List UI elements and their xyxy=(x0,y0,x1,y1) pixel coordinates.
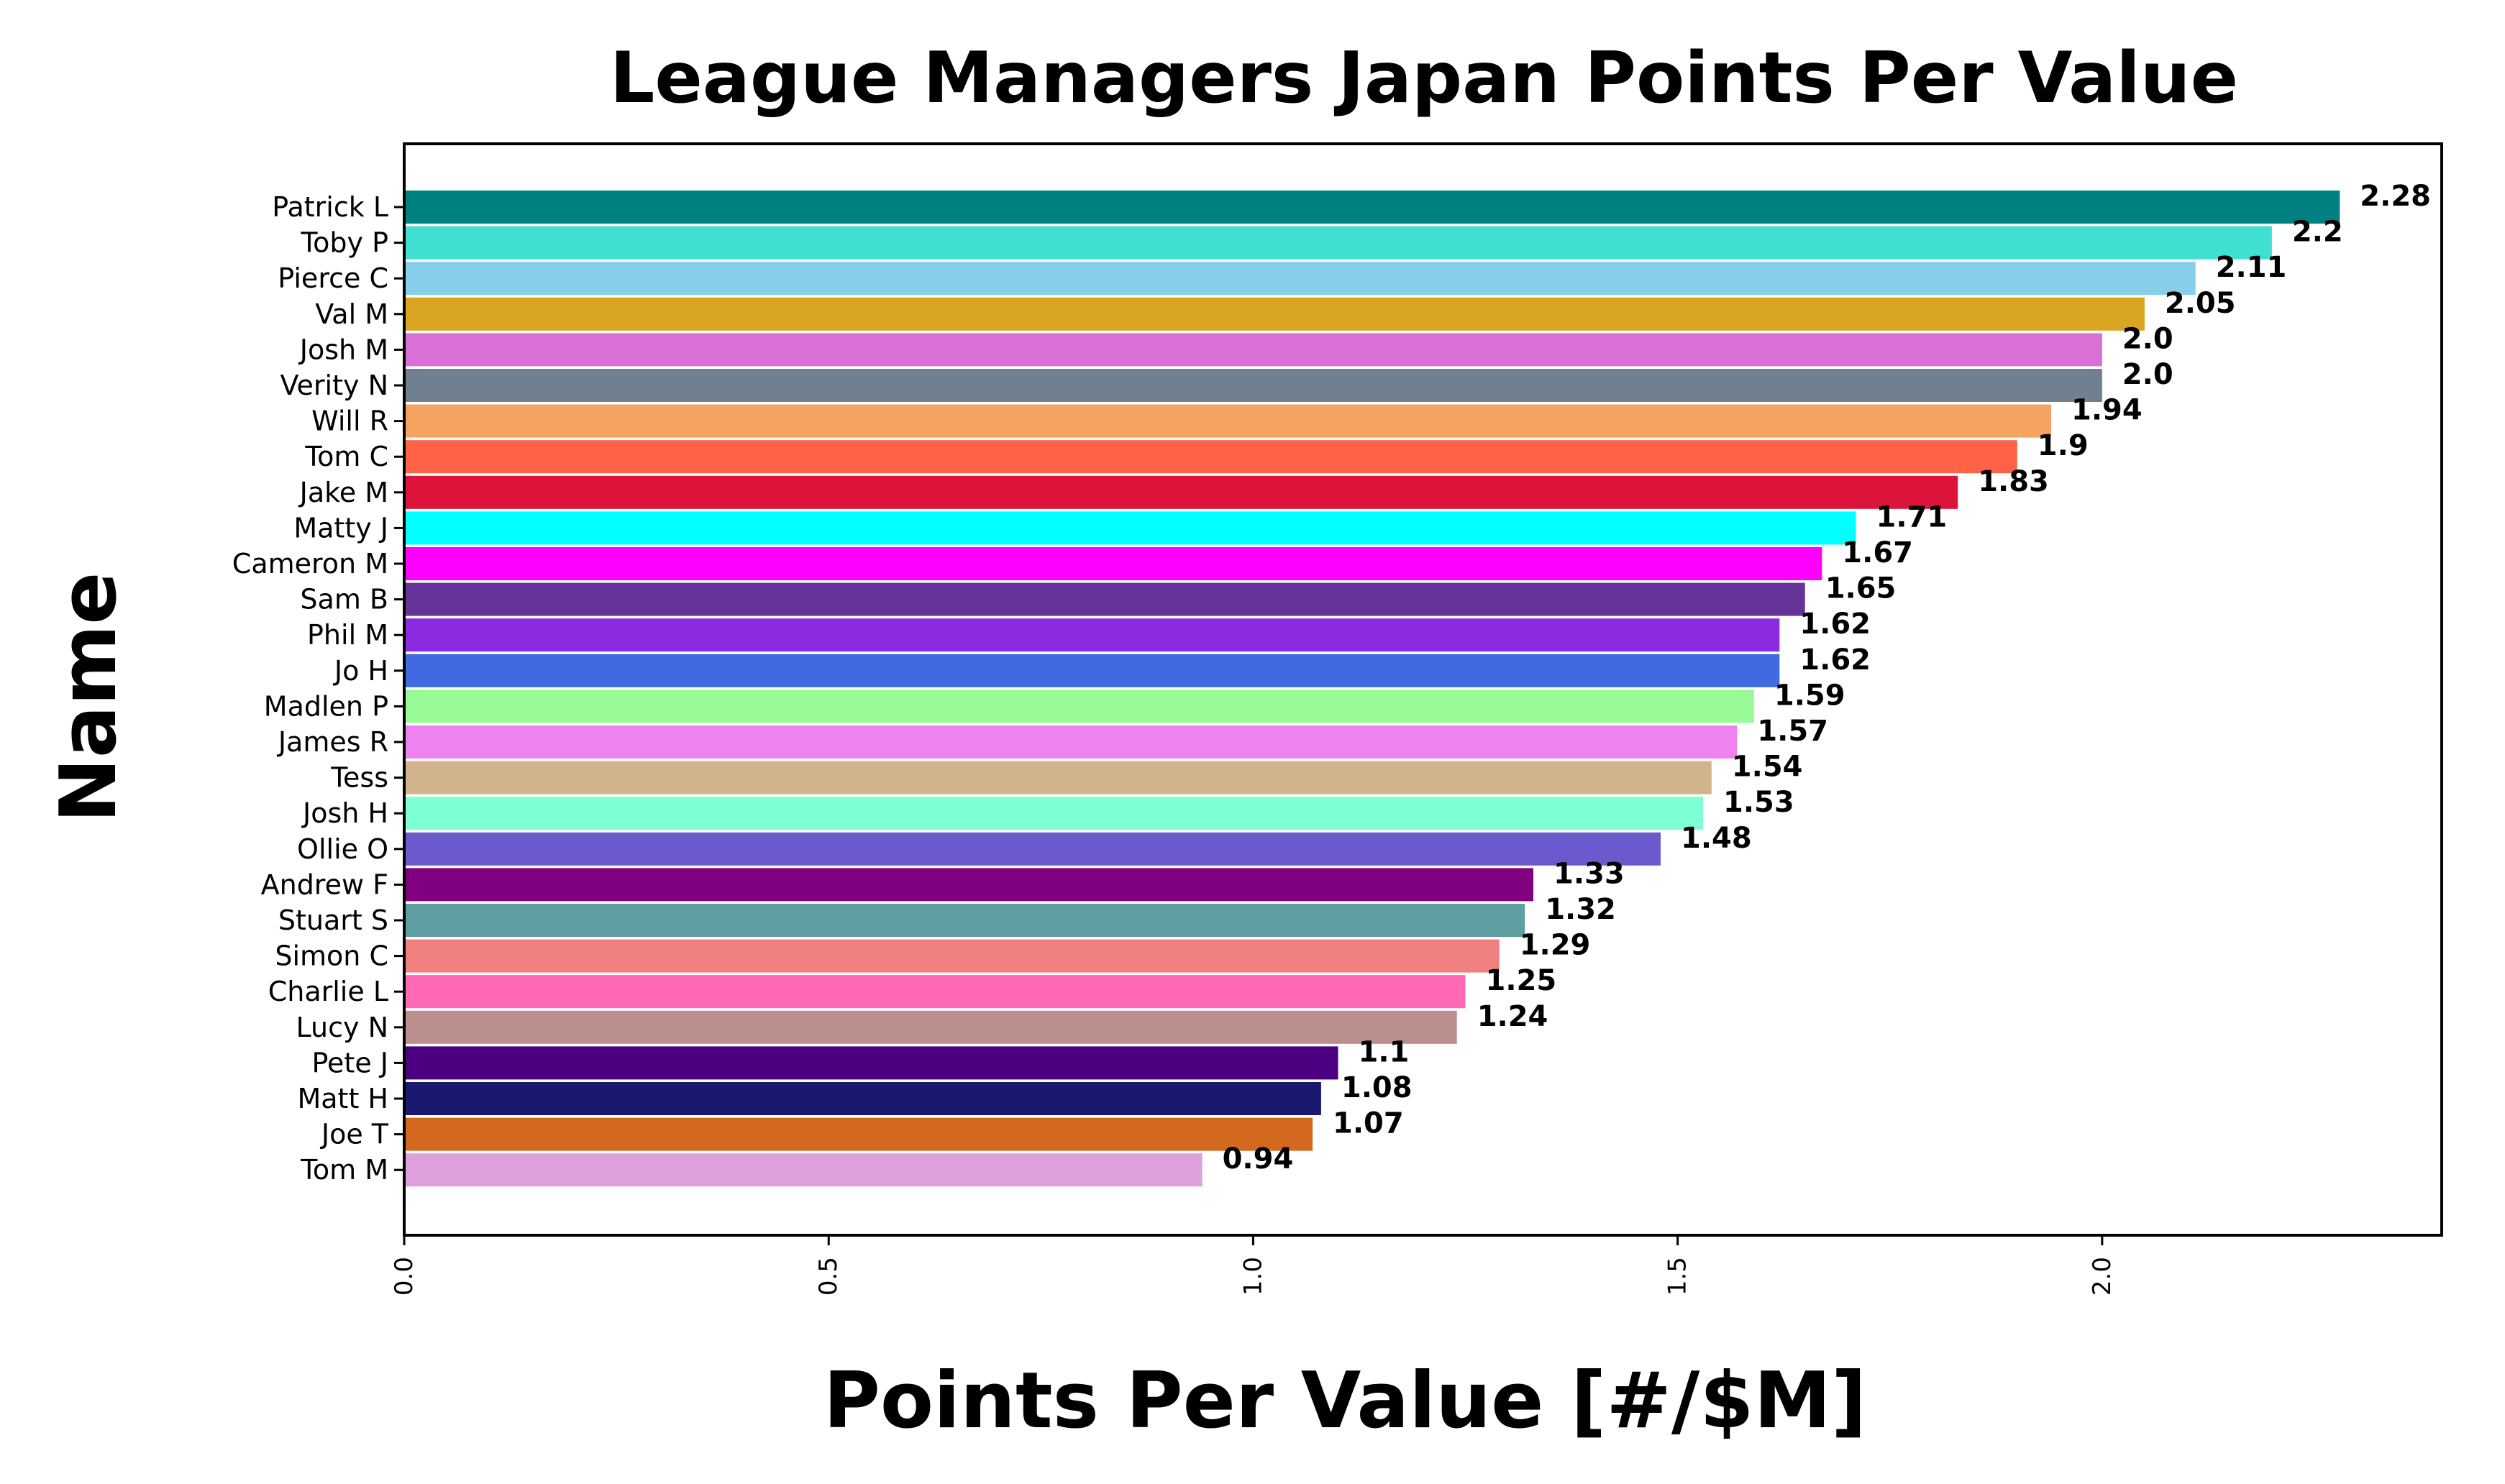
value-label-5: 2.0 xyxy=(2122,358,2173,391)
bar-2 xyxy=(404,262,2196,296)
y-tick-label-2: Pierce C xyxy=(278,262,388,294)
value-label-9: 1.71 xyxy=(1876,500,1948,533)
y-axis-label: Name xyxy=(44,572,134,823)
y-tick-label-12: Phil M xyxy=(307,619,388,651)
bar-10 xyxy=(404,547,1822,580)
bar-21 xyxy=(404,939,1500,973)
y-tick-label-20: Stuart S xyxy=(278,904,388,936)
y-tick-label-25: Matt H xyxy=(297,1083,388,1114)
value-label-20: 1.32 xyxy=(1545,893,1616,926)
y-tick-label-21: Simon C xyxy=(275,940,388,972)
bar-0 xyxy=(404,191,2340,224)
x-tick-label-2: 1.0 xyxy=(1238,1257,1267,1296)
bar-23 xyxy=(404,1010,1457,1044)
y-tick-label-16: Tess xyxy=(330,762,388,794)
y-tick-label-27: Tom M xyxy=(300,1154,388,1186)
value-label-1: 2.2 xyxy=(2292,216,2343,249)
bar-27 xyxy=(404,1153,1203,1187)
value-label-15: 1.57 xyxy=(1757,715,1828,748)
value-label-3: 2.05 xyxy=(2165,287,2236,320)
y-tick-label-22: Charlie L xyxy=(268,976,388,1007)
value-label-25: 1.08 xyxy=(1341,1071,1413,1104)
bar-20 xyxy=(404,904,1525,937)
value-label-19: 1.33 xyxy=(1553,857,1625,890)
y-tick-label-17: Josh H xyxy=(301,797,388,829)
value-label-24: 1.1 xyxy=(1359,1035,1410,1068)
x-tick-label-0: 0.0 xyxy=(390,1257,419,1296)
y-tick-label-7: Tom C xyxy=(304,441,388,472)
bar-13 xyxy=(404,654,1780,687)
y-tick-label-6: Will R xyxy=(311,406,388,437)
plot-area: Patrick L 2.28 Toby P 2.2 Pierce C 2.11 Val M 2… xyxy=(232,142,2443,1296)
value-label-17: 1.53 xyxy=(1723,786,1794,819)
value-label-18: 1.48 xyxy=(1681,822,1752,855)
value-label-2: 2.11 xyxy=(2216,251,2287,284)
bar-22 xyxy=(404,975,1466,1009)
value-label-26: 1.07 xyxy=(1333,1107,1404,1140)
chart-title: League Managers Japan Points Per Value xyxy=(610,37,2238,119)
bar-6 xyxy=(404,404,2051,438)
value-label-7: 1.9 xyxy=(2038,429,2089,462)
y-tick-label-5: Verity N xyxy=(280,370,389,401)
x-tick-label-1: 0.5 xyxy=(814,1257,843,1296)
bar-24 xyxy=(404,1046,1338,1080)
bar-1 xyxy=(404,226,2272,260)
bar-3 xyxy=(404,297,2145,331)
y-tick-label-1: Toby P xyxy=(300,227,388,259)
bar-11 xyxy=(404,582,1805,616)
bar-7 xyxy=(404,440,2017,474)
bar-25 xyxy=(404,1082,1321,1115)
plot-frame xyxy=(403,142,2443,1237)
y-tick-label-18: Ollie O xyxy=(297,833,388,865)
y-tick-label-8: Jake M xyxy=(298,477,388,508)
y-tick-label-13: Jo H xyxy=(333,655,388,687)
x-axis-label: Points Per Value [#/$M] xyxy=(823,1356,1867,1446)
bar-9 xyxy=(404,511,1856,545)
value-label-12: 1.62 xyxy=(1799,608,1871,641)
y-tick-label-11: Sam B xyxy=(300,584,388,615)
bar-12 xyxy=(404,618,1780,652)
bar-19 xyxy=(404,868,1533,902)
bar-5 xyxy=(404,369,2102,402)
value-label-13: 1.62 xyxy=(1799,643,1871,677)
value-label-21: 1.29 xyxy=(1520,929,1591,962)
y-tick-label-10: Cameron M xyxy=(232,548,388,580)
y-tick-label-3: Val M xyxy=(315,298,388,330)
value-label-27: 0.94 xyxy=(1223,1142,1294,1176)
value-label-22: 1.25 xyxy=(1486,964,1557,997)
y-tick-label-14: Madlen P xyxy=(264,690,388,722)
x-tick-label-4: 2.0 xyxy=(2088,1257,2117,1296)
value-label-23: 1.24 xyxy=(1477,1000,1548,1033)
value-label-14: 1.59 xyxy=(1774,679,1845,712)
bar-15 xyxy=(404,725,1738,759)
y-tick-label-23: Lucy N xyxy=(296,1012,388,1043)
value-label-8: 1.83 xyxy=(1978,465,2049,498)
value-label-16: 1.54 xyxy=(1732,751,1803,784)
bar-8 xyxy=(404,475,1958,509)
y-tick-label-0: Patrick L xyxy=(272,191,388,223)
bar-26 xyxy=(404,1117,1313,1151)
bar-17 xyxy=(404,797,1703,830)
value-label-6: 1.94 xyxy=(2071,394,2143,427)
value-label-0: 2.28 xyxy=(2360,180,2431,213)
y-tick-label-26: Joe T xyxy=(320,1119,389,1150)
value-label-4: 2.0 xyxy=(2122,322,2173,355)
value-label-11: 1.65 xyxy=(1825,572,1897,605)
bar-18 xyxy=(404,832,1661,866)
y-tick-label-9: Matty J xyxy=(293,512,388,544)
y-tick-label-19: Andrew F xyxy=(261,869,388,900)
y-tick-label-15: James R xyxy=(277,726,388,758)
bar-4 xyxy=(404,333,2102,367)
value-label-10: 1.67 xyxy=(1842,536,1913,569)
bar-16 xyxy=(404,761,1712,794)
y-tick-label-24: Pete J xyxy=(311,1047,388,1078)
x-tick-label-3: 1.5 xyxy=(1664,1257,1692,1296)
y-tick-label-4: Josh M xyxy=(298,334,388,365)
bar-14 xyxy=(404,690,1754,723)
